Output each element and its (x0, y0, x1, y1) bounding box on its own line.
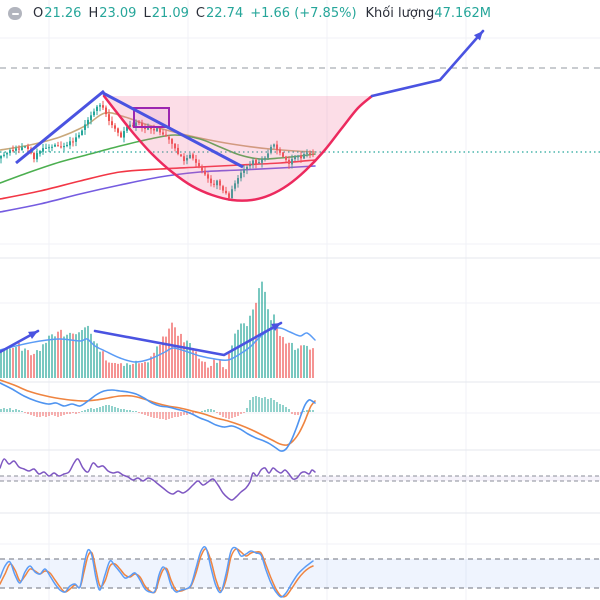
volume-value: 47.162M (434, 6, 492, 21)
low-value: 21.09 (151, 6, 189, 21)
close-value: 22.74 (206, 6, 244, 21)
ma-purple (0, 165, 316, 213)
ma-red (0, 159, 316, 200)
legend-collapse-icon[interactable] (8, 7, 22, 20)
pane-dividers (0, 257, 600, 514)
high-value: 23.09 (99, 6, 137, 21)
oscillator-pane (0, 458, 600, 501)
minus-icon (11, 12, 19, 15)
volume-label: Khối lượng (365, 6, 435, 21)
close-label: C (195, 6, 205, 21)
high-label: H (88, 6, 99, 21)
stochastic-pane (0, 546, 600, 598)
low-label: L (143, 6, 151, 21)
change-value: +1.66 (+7.85%) (250, 6, 357, 21)
volume-pane (0, 321, 316, 363)
ohlc-bar: O 21.26 H 23.09 L 21.09 C 22.74 +1.66 (+… (8, 6, 491, 21)
open-label: O (33, 6, 44, 21)
price-drawings (15, 29, 485, 202)
macd-pane (0, 379, 316, 452)
candles (0, 100, 314, 201)
open-value: 21.26 (44, 6, 82, 21)
